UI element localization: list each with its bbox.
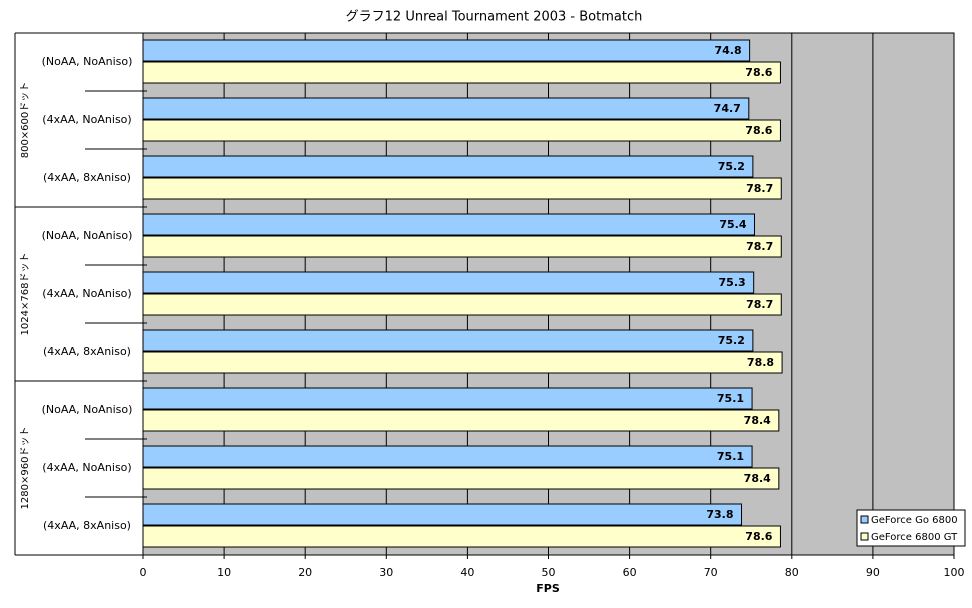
value-label: 75.4 — [719, 218, 746, 231]
group-label: 800×600ドット — [20, 82, 31, 159]
bar — [142, 213, 755, 236]
bar — [142, 271, 755, 294]
legend-label: GeForce Go 6800 — [871, 515, 958, 526]
value-label: 78.4 — [744, 414, 771, 427]
x-tick-label: 70 — [704, 566, 718, 579]
bar — [142, 329, 754, 352]
bar — [142, 387, 753, 410]
bar — [142, 503, 743, 526]
x-tick-label: 80 — [785, 566, 799, 579]
group-label: 1024×768ドット — [20, 253, 31, 336]
legend-box — [856, 509, 966, 547]
bar — [142, 119, 781, 142]
value-label: 75.1 — [717, 392, 744, 405]
y-tick-label: (4xAA, 8xAniso) — [43, 345, 131, 358]
x-tick-label: 60 — [623, 566, 637, 579]
y-tick-label: (4xAA, 8xAniso) — [43, 171, 131, 184]
value-label: 78.6 — [745, 124, 772, 137]
x-tick-label: 0 — [140, 566, 147, 579]
chart-title: グラフ12 Unreal Tournament 2003 - Botmatch — [346, 10, 643, 25]
bar — [142, 525, 781, 548]
value-label: 74.8 — [714, 44, 741, 57]
legend-swatch — [860, 532, 869, 541]
value-label: 75.3 — [719, 276, 746, 289]
x-tick-label: 20 — [298, 566, 312, 579]
bar — [142, 293, 782, 316]
value-label: 78.7 — [746, 182, 773, 195]
x-tick-label: 40 — [460, 566, 474, 579]
y-tick-label: (4xAA, NoAniso) — [42, 461, 131, 474]
y-tick-label: (NoAA, NoAniso) — [42, 55, 133, 68]
value-label: 78.8 — [747, 356, 774, 369]
bar — [142, 351, 783, 374]
bar — [142, 177, 782, 200]
value-label: 75.1 — [717, 450, 744, 463]
bar — [142, 467, 780, 490]
value-label: 75.2 — [718, 334, 745, 347]
legend-label: GeForce 6800 GT — [871, 532, 958, 543]
y-tick-label: (4xAA, NoAniso) — [42, 113, 131, 126]
y-tick-label: (4xAA, 8xAniso) — [43, 519, 131, 532]
y-tick-label: (4xAA, NoAniso) — [42, 287, 131, 300]
value-label: 78.6 — [745, 66, 772, 79]
bar — [142, 155, 754, 178]
bar — [142, 39, 751, 62]
y-tick-label: (NoAA, NoAniso) — [42, 229, 133, 242]
bar — [142, 61, 781, 84]
y-tick-label: (NoAA, NoAniso) — [42, 403, 133, 416]
value-label: 78.7 — [746, 240, 773, 253]
value-label: 78.6 — [745, 530, 772, 543]
x-tick-label: 90 — [866, 566, 880, 579]
value-label: 74.7 — [714, 102, 741, 115]
x-tick-label: 50 — [542, 566, 556, 579]
group-label: 1280×960ドット — [20, 427, 31, 510]
x-tick-label: 100 — [944, 566, 965, 579]
value-label: 75.2 — [718, 160, 745, 173]
x-tick-label: 30 — [379, 566, 393, 579]
bar — [142, 97, 750, 120]
x-axis-label: FPS — [536, 582, 560, 595]
bar — [142, 445, 753, 468]
x-tick-label: 10 — [217, 566, 231, 579]
bar — [142, 235, 782, 258]
legend-swatch — [860, 515, 869, 524]
value-label: 78.4 — [744, 472, 771, 485]
value-label: 78.7 — [746, 298, 773, 311]
value-label: 73.8 — [706, 508, 733, 521]
bar — [142, 409, 780, 432]
